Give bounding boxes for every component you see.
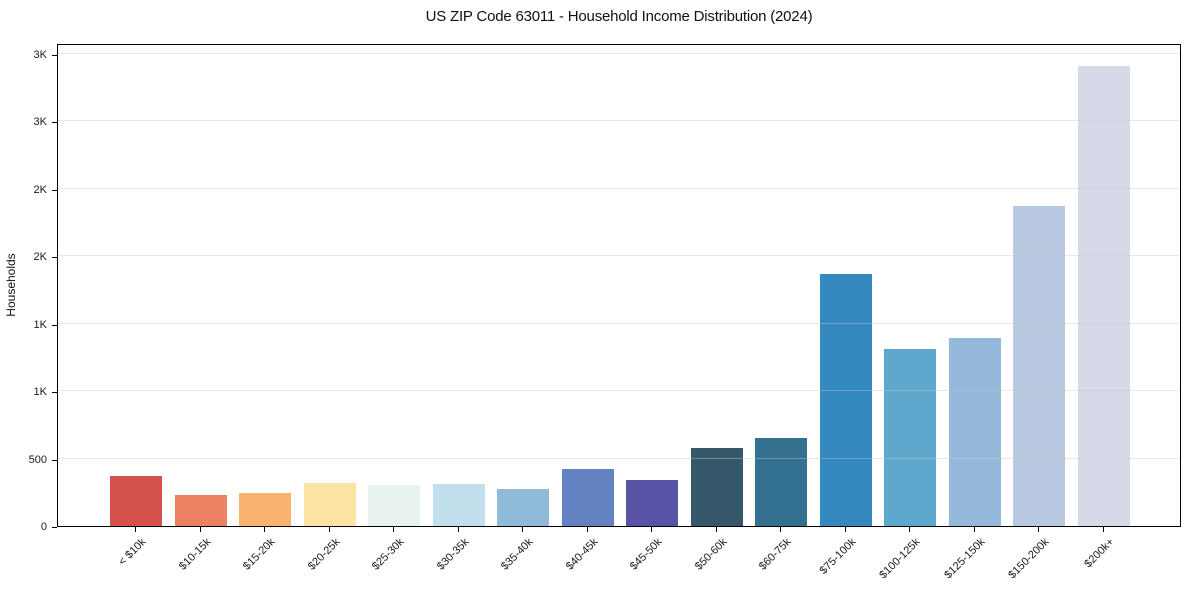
x-tick-label: $45-50k xyxy=(627,536,665,573)
gridline xyxy=(58,52,1180,54)
x-tick-mark xyxy=(328,527,330,532)
x-tick-mark xyxy=(264,527,266,532)
x-tick-label: $75-100k xyxy=(817,536,858,577)
y-tick-mark xyxy=(52,54,57,56)
bar-45-50k xyxy=(626,480,678,526)
x-tick-label: $15-20k xyxy=(240,536,278,573)
x-tick-mark xyxy=(522,527,524,532)
bar-10k xyxy=(110,476,162,526)
y-tick-mark xyxy=(52,122,57,124)
x-tick-mark xyxy=(780,527,782,532)
x-tick-label: < $10k xyxy=(116,536,149,569)
bar-60-75k xyxy=(755,437,807,526)
x-tick-label: $150-200k xyxy=(1006,536,1052,582)
bar-150-200k xyxy=(1013,206,1065,526)
bar-20-25k xyxy=(303,483,356,526)
gridline xyxy=(58,187,1180,189)
x-tick-mark xyxy=(1102,527,1104,532)
bar-10-15k xyxy=(174,494,227,526)
x-tick-label: $200k+ xyxy=(1081,536,1116,571)
x-tick-label: $30-35k xyxy=(434,536,471,573)
x-tick-label: $35-40k xyxy=(498,536,536,573)
x-tick-label: $10-15k xyxy=(176,536,213,573)
bar-75-100k xyxy=(819,273,872,526)
x-tick-mark xyxy=(457,527,459,532)
x-tick-label: $60-75k xyxy=(756,536,794,573)
gridline xyxy=(58,120,1180,122)
x-tick-mark xyxy=(586,527,588,532)
x-tick-label: $50-60k xyxy=(692,536,729,573)
gridline xyxy=(58,390,1180,392)
x-tick-mark xyxy=(909,527,911,532)
x-tick-mark xyxy=(135,527,137,532)
y-tick-mark xyxy=(52,392,57,394)
bar-50-60k xyxy=(690,448,743,526)
y-tick-label: 2K xyxy=(33,183,47,196)
y-tick-label: 1K xyxy=(33,318,47,331)
bar-40-45k xyxy=(561,469,614,526)
y-tick-mark xyxy=(52,189,57,191)
x-tick-mark xyxy=(393,527,395,532)
y-tick-mark xyxy=(52,527,57,529)
y-axis-ticks: 0 500 1K 1K 2K 2K 3K 3K xyxy=(0,44,57,533)
y-tick-mark xyxy=(52,324,57,326)
x-tick-label: $20-25k xyxy=(305,536,342,573)
x-tick-mark xyxy=(1038,527,1040,532)
bar-15-20k xyxy=(239,492,291,526)
gridline xyxy=(58,322,1180,324)
bar-30-35k xyxy=(432,484,485,526)
y-tick-mark xyxy=(52,257,57,259)
x-tick-label: $40-45k xyxy=(563,536,600,573)
x-axis-ticks: < $10k $10-15k $15-20k $20-25k $25-30k $30-35… xyxy=(57,527,1181,590)
y-tick-label: 0 xyxy=(40,521,47,533)
bar-100-125k xyxy=(884,349,936,526)
x-tick-label: $125-150k xyxy=(941,536,987,582)
gridline xyxy=(58,255,1180,257)
gridline xyxy=(58,457,1180,459)
y-tick-mark xyxy=(52,459,57,461)
y-tick-label: 2K xyxy=(33,251,47,264)
x-tick-label: $25-30k xyxy=(369,536,407,573)
y-tick-label: 3K xyxy=(33,48,47,61)
y-tick-label: 3K xyxy=(33,116,47,129)
bar-25-30k xyxy=(368,485,420,526)
x-tick-mark xyxy=(844,527,846,532)
plot-area xyxy=(57,44,1181,527)
bar-35-40k xyxy=(497,488,549,526)
x-tick-mark xyxy=(199,527,201,532)
x-tick-mark xyxy=(973,527,975,532)
chart-title: US ZIP Code 63011 - Household Income Dis… xyxy=(425,8,813,25)
y-tick-label: 500 xyxy=(28,453,47,466)
x-tick-mark xyxy=(715,527,717,532)
x-tick-label: $100-125k xyxy=(877,536,923,582)
x-tick-mark xyxy=(651,527,653,532)
bar-125-150k xyxy=(948,338,1001,526)
y-tick-label: 1K xyxy=(33,386,47,399)
bar-200k xyxy=(1077,65,1130,526)
